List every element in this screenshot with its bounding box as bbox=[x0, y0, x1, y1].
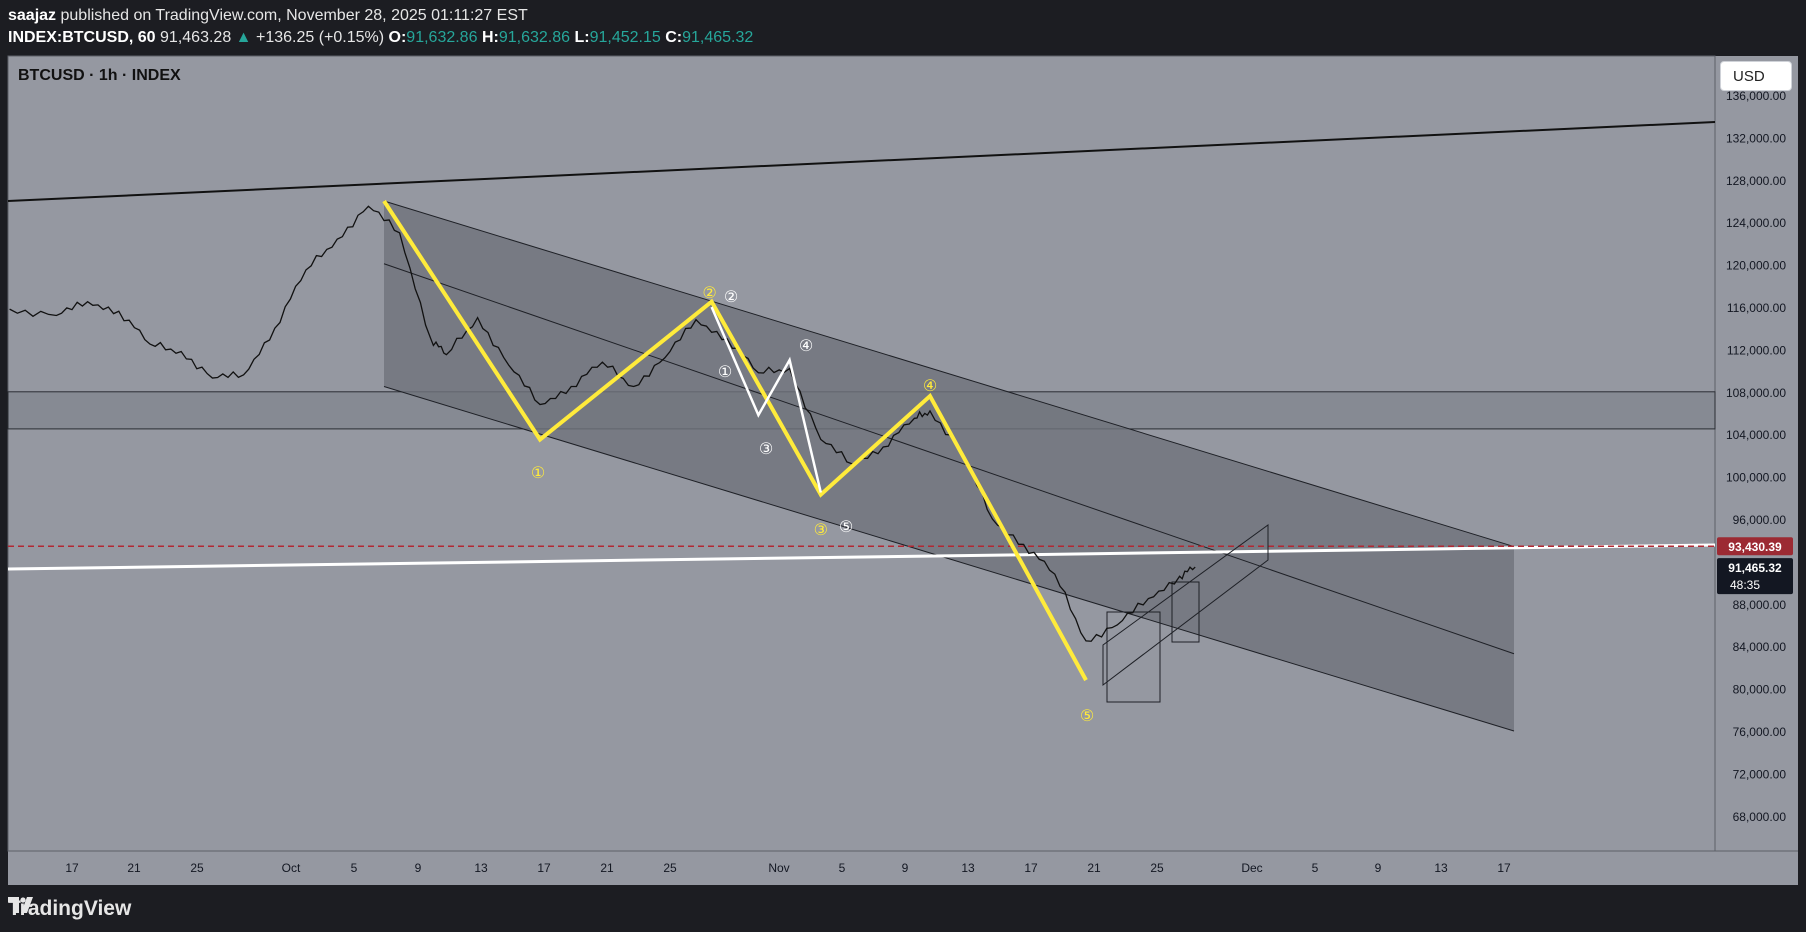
upper-trendline bbox=[7, 121, 1716, 202]
x-tick-label: 21 bbox=[1087, 861, 1101, 875]
y-tick-label: 108,000.00 bbox=[1726, 386, 1786, 400]
x-tick-label: 5 bbox=[351, 861, 358, 875]
publish-line: saajaz published on TradingView.com, Nov… bbox=[8, 7, 528, 25]
tradingview-logo[interactable]: TradingView bbox=[8, 897, 131, 921]
wave-label-1: ① bbox=[531, 463, 545, 482]
y-tick-label: 84,000.00 bbox=[1733, 640, 1787, 654]
wave-label-2: ② bbox=[702, 283, 716, 302]
white-trendline bbox=[7, 543, 1716, 571]
chart-symbol-label: BTCUSD · 1h · INDEX bbox=[18, 67, 181, 84]
x-tick-label: 5 bbox=[839, 861, 846, 875]
x-tick-label: 25 bbox=[190, 861, 204, 875]
countdown-text: 48:35 bbox=[1730, 578, 1760, 592]
close-value: 91,465.32 bbox=[682, 29, 754, 46]
price-axis bbox=[1715, 56, 1798, 851]
channel-mid-line bbox=[383, 263, 1515, 655]
wave-label-6: ① bbox=[718, 362, 732, 381]
wave-label-7: ② bbox=[724, 287, 738, 306]
high-label: H: bbox=[481, 29, 499, 46]
dashed-level-tag-text: 93,430.39 bbox=[1728, 540, 1782, 554]
quote-line: INDEX:BTCUSD, 60 91,463.28 ▲ +136.25 (+0… bbox=[8, 29, 753, 47]
y-tick-label: 80,000.00 bbox=[1733, 683, 1787, 697]
wave-label-10: ⑤ bbox=[839, 517, 853, 536]
y-tick-label: 104,000.00 bbox=[1726, 428, 1786, 442]
x-tick-label: 17 bbox=[537, 861, 551, 875]
descending-channel bbox=[384, 201, 1514, 731]
dashed-level-tag bbox=[1717, 537, 1793, 556]
x-tick-label: Nov bbox=[768, 861, 789, 875]
ascending-channel bbox=[1102, 524, 1269, 687]
y-tick-label: 124,000.00 bbox=[1726, 216, 1786, 230]
channel-upper-line bbox=[383, 200, 1515, 548]
tradingview-logo-icon bbox=[8, 897, 33, 913]
y-tick-label: 96,000.00 bbox=[1733, 513, 1787, 527]
footer: TradingView bbox=[0, 885, 1806, 932]
white-subwave bbox=[710, 306, 823, 493]
x-tick-label: 17 bbox=[1497, 861, 1511, 875]
wave-label-5: ⑤ bbox=[1080, 706, 1094, 725]
author-name[interactable]: saajaz bbox=[8, 7, 57, 24]
x-tick-label: 13 bbox=[1434, 861, 1448, 875]
published-text: published on TradingView.com, November 2… bbox=[60, 7, 528, 24]
y-tick-label: 88,000.00 bbox=[1733, 598, 1787, 612]
x-tick-label: 17 bbox=[1024, 861, 1038, 875]
yellow-wave bbox=[382, 199, 1088, 682]
y-tick-label: 68,000.00 bbox=[1733, 810, 1787, 824]
low-label: L: bbox=[574, 29, 590, 46]
symbol-label: INDEX:BTCUSD, 60 bbox=[8, 29, 156, 46]
consolidation-box-2 bbox=[1171, 581, 1200, 643]
y-tick-label: 128,000.00 bbox=[1726, 174, 1786, 188]
close-label: C: bbox=[665, 29, 683, 46]
x-tick-label: 25 bbox=[663, 861, 677, 875]
y-tick-label: 76,000.00 bbox=[1733, 725, 1787, 739]
change-value: +136.25 (+0.15%) bbox=[255, 29, 385, 46]
y-tick-label: 116,000.00 bbox=[1727, 301, 1786, 315]
currency-button[interactable]: USD bbox=[1720, 61, 1792, 91]
x-tick-label: 21 bbox=[127, 861, 141, 875]
wave-label-8: ③ bbox=[759, 439, 773, 458]
x-tick-label: 13 bbox=[474, 861, 488, 875]
x-tick-label: 25 bbox=[1150, 861, 1164, 875]
low-value: 91,452.15 bbox=[589, 29, 661, 46]
x-tick-label: 9 bbox=[1375, 861, 1382, 875]
publish-header: saajaz published on TradingView.com, Nov… bbox=[0, 0, 1806, 56]
open-value: 91,632.86 bbox=[406, 29, 478, 46]
x-tick-label: Dec bbox=[1241, 861, 1262, 875]
y-tick-label: 100,000.00 bbox=[1726, 471, 1786, 485]
wave-label-4: ④ bbox=[923, 376, 937, 395]
y-tick-label: 120,000.00 bbox=[1726, 259, 1786, 273]
wave-label-3: ③ bbox=[814, 520, 828, 539]
high-value: 91,632.86 bbox=[498, 29, 571, 46]
wave-label-9: ④ bbox=[799, 336, 813, 355]
channel-lower-line bbox=[383, 386, 1515, 732]
last-price-tag bbox=[1717, 558, 1793, 595]
y-tick-label: 136,000.00 bbox=[1726, 89, 1786, 103]
y-tick-label: 72,000.00 bbox=[1733, 767, 1787, 781]
brand-text: TradingView bbox=[8, 897, 132, 920]
x-tick-label: 9 bbox=[415, 861, 422, 875]
y-tick-label: 132,000.00 bbox=[1726, 131, 1786, 145]
x-tick-label: Oct bbox=[282, 861, 301, 875]
x-tick-label: 17 bbox=[65, 861, 79, 875]
x-tick-label: 13 bbox=[961, 861, 975, 875]
open-label: O: bbox=[388, 29, 407, 46]
x-tick-label: 21 bbox=[600, 861, 614, 875]
last-price: 91,463.28 bbox=[160, 29, 232, 46]
y-tick-label: 112,000.00 bbox=[1727, 343, 1786, 357]
time-axis bbox=[8, 851, 1798, 885]
change-arrow: ▲ bbox=[235, 29, 252, 46]
x-tick-label: 9 bbox=[902, 861, 909, 875]
last-price-tag-text: 91,465.32 bbox=[1728, 561, 1782, 575]
x-tick-label: 5 bbox=[1312, 861, 1319, 875]
